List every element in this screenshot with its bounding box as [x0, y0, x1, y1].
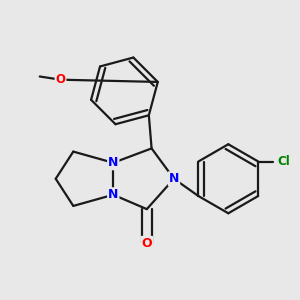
Text: N: N	[108, 156, 119, 169]
Text: O: O	[56, 73, 65, 86]
Text: O: O	[142, 237, 152, 250]
Text: N: N	[169, 172, 179, 185]
Text: N: N	[108, 188, 119, 201]
Text: Cl: Cl	[278, 155, 290, 168]
